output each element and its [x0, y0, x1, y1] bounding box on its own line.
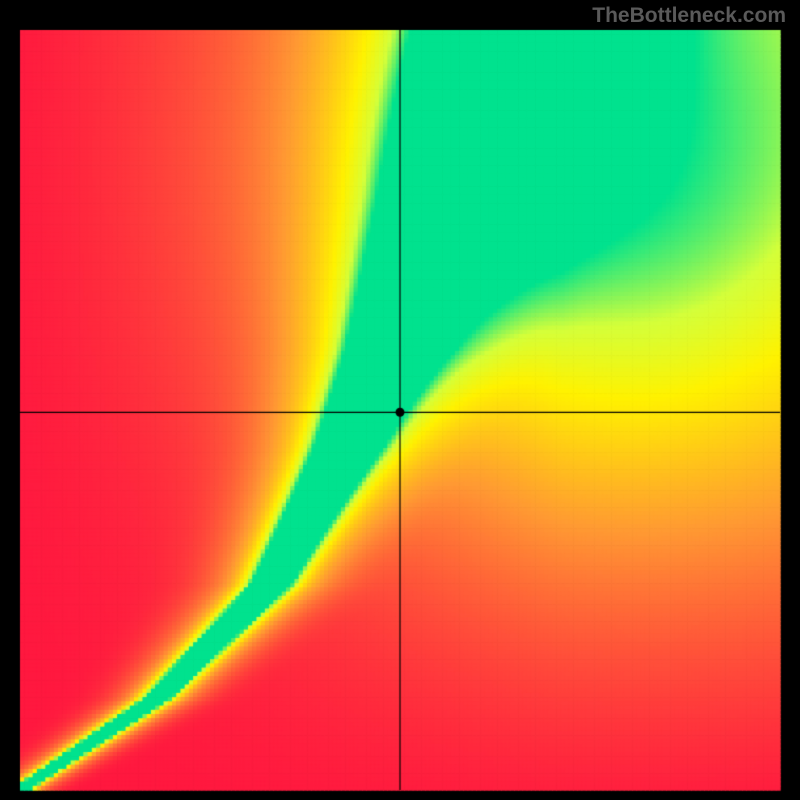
chart-container: TheBottleneck.com: [0, 0, 800, 800]
watermark-text: TheBottleneck.com: [592, 4, 786, 28]
heatmap-canvas: [0, 0, 800, 800]
